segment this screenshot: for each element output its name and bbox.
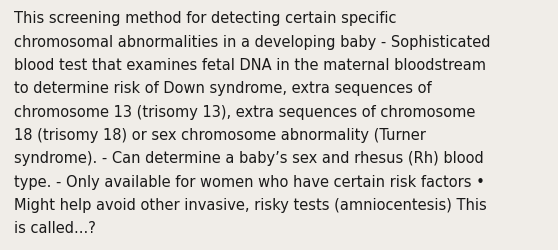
Text: blood test that examines fetal DNA in the maternal bloodstream: blood test that examines fetal DNA in th… — [14, 58, 486, 73]
Text: chromosome 13 (trisomy 13), extra sequences of chromosome: chromosome 13 (trisomy 13), extra sequen… — [14, 104, 475, 119]
Text: is called...?: is called...? — [14, 220, 96, 236]
Text: chromosomal abnormalities in a developing baby - Sophisticated: chromosomal abnormalities in a developin… — [14, 34, 490, 50]
Text: 18 (trisomy 18) or sex chromosome abnormality (Turner: 18 (trisomy 18) or sex chromosome abnorm… — [14, 128, 426, 142]
Text: syndrome). - Can determine a baby’s sex and rhesus (Rh) blood: syndrome). - Can determine a baby’s sex … — [14, 151, 484, 166]
Text: to determine risk of Down syndrome, extra sequences of: to determine risk of Down syndrome, extr… — [14, 81, 431, 96]
Text: This screening method for detecting certain specific: This screening method for detecting cert… — [14, 11, 396, 26]
Text: Might help avoid other invasive, risky tests (amniocentesis) This: Might help avoid other invasive, risky t… — [14, 197, 487, 212]
Text: type. - Only available for women who have certain risk factors •: type. - Only available for women who hav… — [14, 174, 485, 189]
